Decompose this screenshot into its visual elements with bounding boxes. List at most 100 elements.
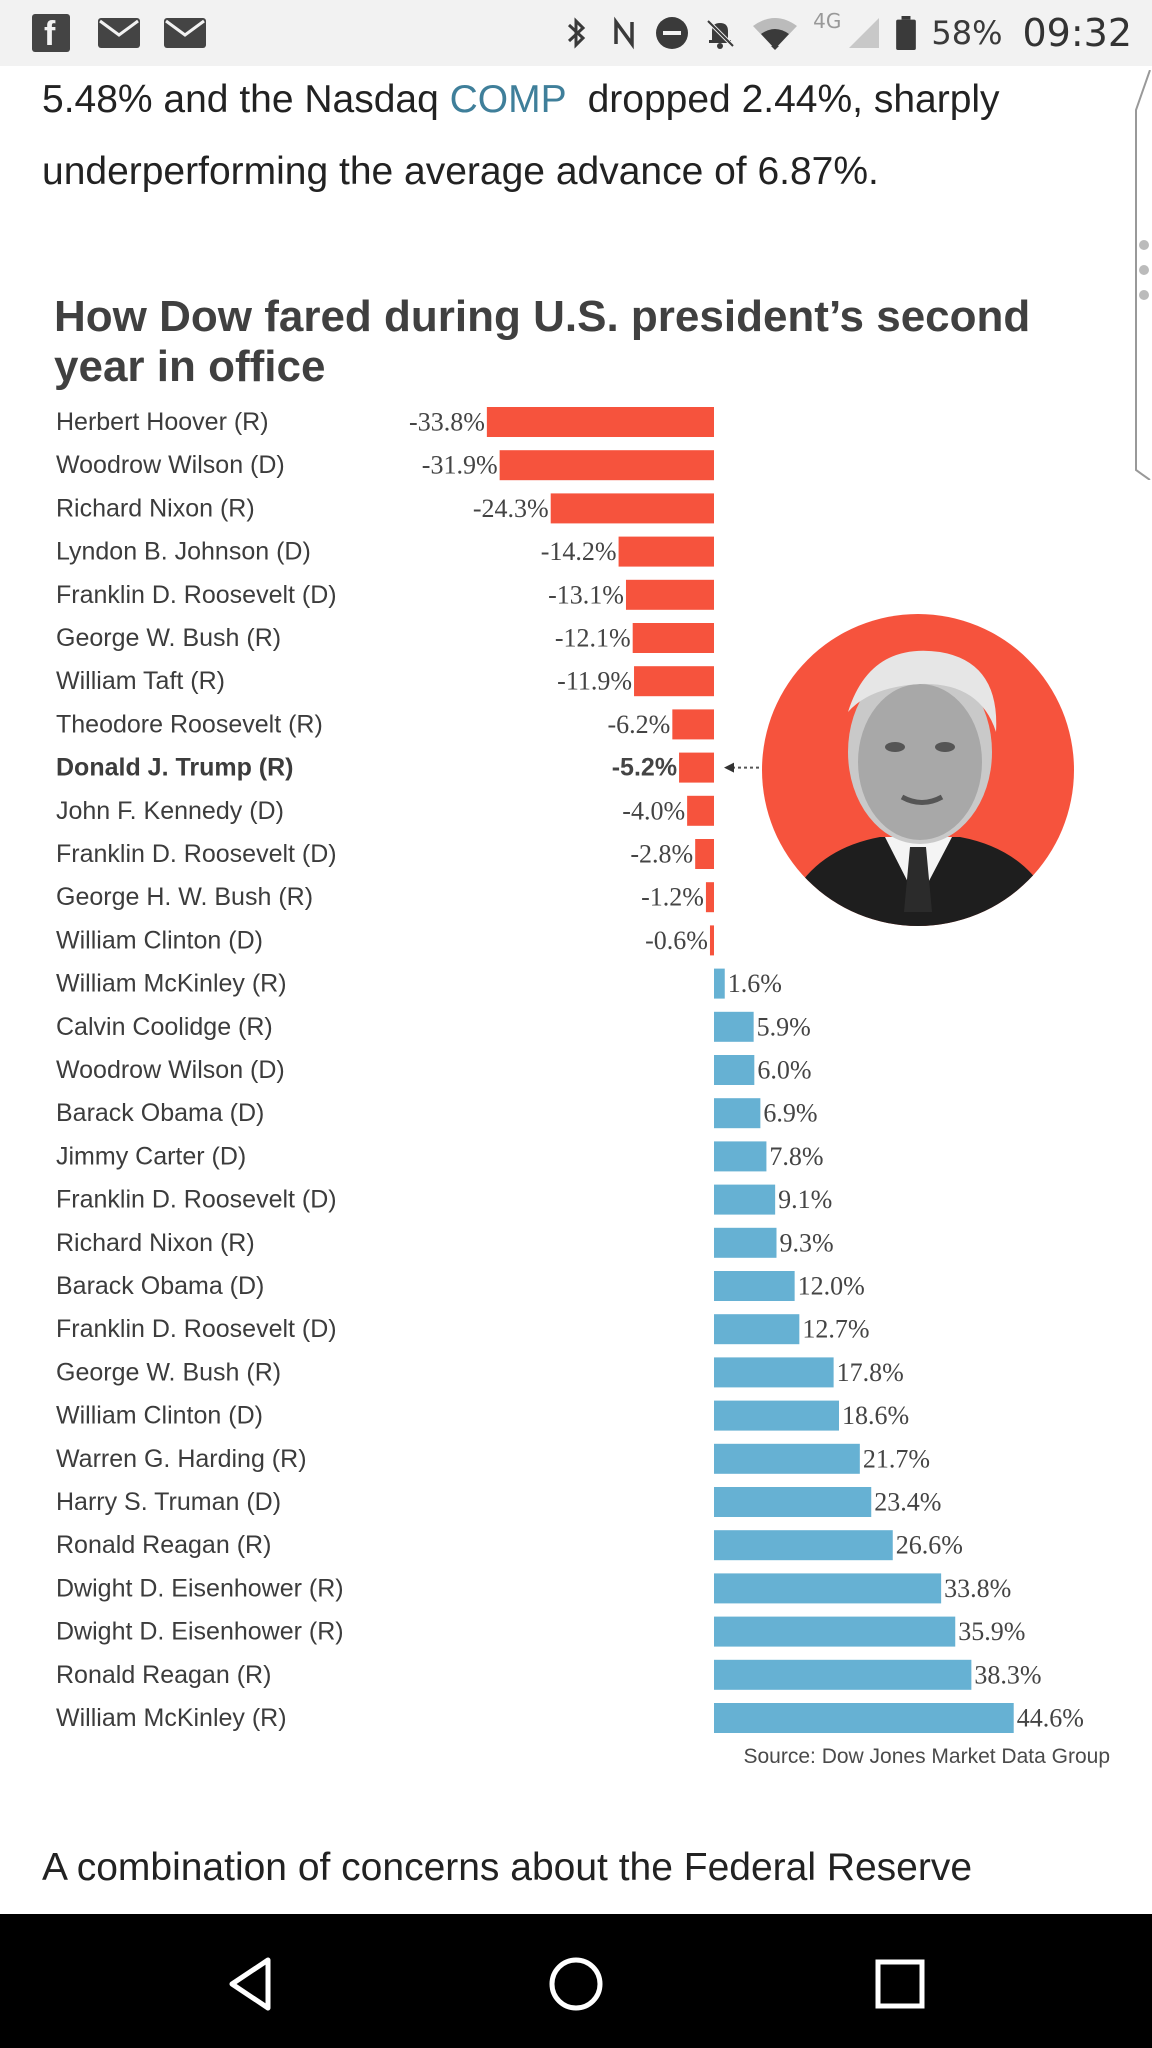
recents-icon[interactable] [870,1954,930,2014]
value-label: -11.9% [557,667,632,696]
category-label: Franklin D. Roosevelt (D) [56,840,337,868]
category-label: Barack Obama (D) [56,1272,264,1300]
home-icon[interactable] [546,1954,606,2014]
value-label: -4.0% [622,796,685,825]
value-label: 6.0% [757,1056,811,1085]
wifi-icon [753,18,798,50]
bar [714,1703,1014,1733]
bar [714,1011,754,1042]
category-label: Herbert Hoover (R) [56,408,269,436]
network-type-label: 4G [813,9,842,33]
value-label: 35.9% [958,1617,1025,1646]
bar [714,1616,956,1647]
category-label: Franklin D. Roosevelt (D) [56,581,337,609]
chart-source: Source: Dow Jones Market Data Group [743,1745,1111,1768]
category-label: Calvin Coolidge (R) [56,1013,273,1041]
bar [714,1573,942,1604]
status-bar: f 4G [0,0,1152,66]
value-label: 6.9% [763,1099,817,1128]
category-label: Woodrow Wilson (D) [56,451,285,479]
battery-icon [896,16,917,50]
facebook-icon: f [32,14,70,53]
value-label: -2.8% [630,840,693,869]
category-label: William McKinley (R) [56,970,287,998]
bar [695,839,714,869]
highlight-pointer-arrow [724,762,734,773]
value-label: -0.6% [645,926,708,955]
article-paragraph-top: 5.48% and the Nasdaq COMP dropped 2.44%,… [42,64,1102,208]
navigation-bar [0,1914,1152,2048]
category-label: George H. W. Bush (R) [56,883,313,911]
battery-percent: 58% [931,14,1003,52]
value-label: 1.6% [728,969,782,998]
side-scroll-handle[interactable] [1126,70,1152,480]
bar [709,925,714,956]
category-label: Jimmy Carter (D) [56,1142,246,1170]
mail-icon [164,18,206,48]
bar [687,795,714,826]
bar [486,407,714,437]
bar [705,882,714,913]
bar [714,1530,893,1561]
bar [714,1098,761,1129]
bar [714,1487,872,1517]
category-label: William Clinton (D) [56,1402,263,1430]
bar [714,1055,755,1085]
category-label: Barack Obama (D) [56,1099,264,1127]
value-label: 17.8% [837,1358,904,1387]
category-label: John F. Kennedy (D) [56,797,284,825]
value-label: -5.2% [612,754,677,782]
bar [634,666,714,697]
bar [714,1400,839,1431]
bar [714,1357,834,1388]
mail-icon [98,18,140,48]
bluetooth-icon [568,17,586,49]
category-label: Franklin D. Roosevelt (D) [56,1315,337,1343]
value-label: -6.2% [608,710,671,739]
bar [618,536,714,567]
value-label: -1.2% [641,883,704,912]
category-label: Richard Nixon (R) [56,494,255,522]
value-label: 7.8% [769,1142,823,1171]
value-label: 5.9% [757,1012,811,1041]
value-label: -14.2% [541,537,617,566]
comp-ticker-link[interactable]: COMP [449,78,566,121]
category-label: William Taft (R) [56,667,225,695]
category-label: Ronald Reagan (R) [56,1531,271,1559]
bar [714,1443,860,1474]
value-label: 18.6% [842,1401,909,1430]
value-label: -31.9% [422,451,498,480]
value-label: 9.3% [779,1228,833,1257]
value-label: -24.3% [473,494,549,523]
bar [550,493,714,524]
bar [499,450,714,481]
value-label: 12.7% [802,1315,869,1344]
category-label: Richard Nixon (R) [56,1229,255,1257]
bar [714,1659,972,1690]
value-label: 12.0% [798,1272,865,1301]
category-label: Lyndon B. Johnson (D) [56,538,311,566]
bar [632,623,714,653]
category-label: Woodrow Wilson (D) [56,1056,285,1084]
value-label: 21.7% [863,1444,930,1473]
category-label: Donald J. Trump (R) [56,754,294,782]
bar [625,579,714,610]
bar [714,1271,795,1301]
back-icon[interactable] [222,1954,282,2014]
bar [672,709,714,740]
category-label: Theodore Roosevelt (R) [56,710,323,738]
portrait-image [762,614,1074,926]
chart-title: How Dow fared during U.S. president’s se… [54,292,1031,391]
do-not-disturb-icon [656,17,689,49]
category-label: William Clinton (D) [56,926,263,954]
bar-chart: Herbert Hoover (R) -33.8% Woodrow Wilson (… [56,407,1084,1733]
category-label: George W. Bush (R) [56,624,281,652]
value-label: 23.4% [874,1488,941,1517]
signal-icon [849,18,880,48]
category-label: Warren G. Harding (R) [56,1445,307,1473]
bar [714,968,725,999]
bar [714,1314,800,1345]
article-paragraph-bottom: A combination of concerns about the Fede… [42,1846,973,1889]
bar [679,752,714,783]
value-label: 38.3% [974,1660,1041,1689]
